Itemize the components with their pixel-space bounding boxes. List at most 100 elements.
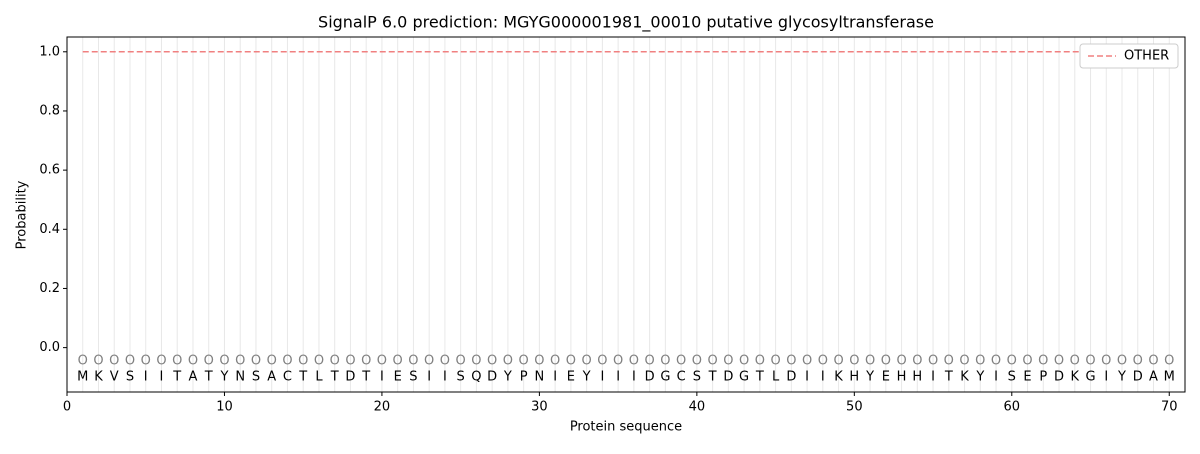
residue-label: I bbox=[632, 370, 636, 385]
residue-label: G bbox=[739, 370, 749, 385]
prediction-label: O bbox=[361, 353, 371, 368]
residue-label: M bbox=[1164, 370, 1175, 385]
prediction-label: O bbox=[755, 353, 765, 368]
chart-title: SignalP 6.0 prediction: MGYG000001981_00… bbox=[318, 13, 934, 33]
prediction-label: O bbox=[881, 353, 891, 368]
residue-label: I bbox=[600, 370, 604, 385]
residue-label: I bbox=[1104, 370, 1108, 385]
x-tick-label: 40 bbox=[689, 400, 706, 415]
prediction-label: O bbox=[267, 353, 277, 368]
prediction-label: O bbox=[298, 353, 308, 368]
residue-label: E bbox=[1023, 370, 1031, 385]
y-tick-label: 0.0 bbox=[39, 340, 60, 355]
x-tick-label: 60 bbox=[1004, 400, 1021, 415]
residue-label: E bbox=[394, 370, 402, 385]
y-tick-label: 0.4 bbox=[39, 222, 60, 237]
prediction-label: O bbox=[566, 353, 576, 368]
prediction-label: O bbox=[109, 353, 119, 368]
prediction-label: O bbox=[456, 353, 466, 368]
residue-label: K bbox=[1071, 370, 1080, 385]
residue-label: T bbox=[330, 370, 339, 385]
y-tick-label: 1.0 bbox=[39, 44, 60, 59]
residue-label: T bbox=[361, 370, 370, 385]
y-tick-label: 0.6 bbox=[39, 163, 60, 178]
residue-label: D bbox=[645, 370, 655, 385]
y-axis-label: Probability bbox=[15, 180, 30, 249]
residue-label: T bbox=[755, 370, 764, 385]
residue-label: I bbox=[144, 370, 148, 385]
prediction-label: O bbox=[818, 353, 828, 368]
prediction-label: O bbox=[1070, 353, 1080, 368]
residue-label: P bbox=[1039, 370, 1047, 385]
prediction-label: O bbox=[660, 353, 670, 368]
prediction-label: O bbox=[377, 353, 387, 368]
residue-label: H bbox=[912, 370, 922, 385]
prediction-label: O bbox=[424, 353, 434, 368]
residue-label: I bbox=[380, 370, 384, 385]
residue-label: H bbox=[897, 370, 907, 385]
residue-label: C bbox=[677, 370, 686, 385]
prediction-label: O bbox=[188, 353, 198, 368]
prediction-label: O bbox=[849, 353, 859, 368]
prediction-label: O bbox=[330, 353, 340, 368]
residue-label: S bbox=[457, 370, 465, 385]
residue-label: T bbox=[172, 370, 181, 385]
prediction-label: O bbox=[723, 353, 733, 368]
residue-label: K bbox=[834, 370, 843, 385]
prediction-label: O bbox=[235, 353, 245, 368]
prediction-label: O bbox=[550, 353, 560, 368]
prediction-label: O bbox=[204, 353, 214, 368]
prediction-label: O bbox=[1038, 353, 1048, 368]
prediction-label: O bbox=[282, 353, 292, 368]
residue-label: M bbox=[77, 370, 88, 385]
residue-label: D bbox=[487, 370, 497, 385]
prediction-label: O bbox=[802, 353, 812, 368]
residue-label: Q bbox=[471, 370, 481, 385]
residue-label: D bbox=[786, 370, 796, 385]
prediction-label: O bbox=[959, 353, 969, 368]
residue-label: T bbox=[298, 370, 307, 385]
residue-label: T bbox=[944, 370, 953, 385]
residue-label: I bbox=[821, 370, 825, 385]
y-tick-label: 0.2 bbox=[39, 281, 60, 296]
residue-label: G bbox=[1085, 370, 1095, 385]
residue-label: I bbox=[805, 370, 809, 385]
prediction-label: O bbox=[503, 353, 513, 368]
prediction-label: O bbox=[912, 353, 922, 368]
residue-label: I bbox=[994, 370, 998, 385]
residue-label: A bbox=[1149, 370, 1158, 385]
prediction-label: O bbox=[1007, 353, 1017, 368]
prediction-label: O bbox=[1148, 353, 1158, 368]
residue-label: S bbox=[252, 370, 260, 385]
prediction-label: O bbox=[1085, 353, 1095, 368]
prediction-label: O bbox=[125, 353, 135, 368]
residue-label: K bbox=[94, 370, 103, 385]
residue-label: E bbox=[567, 370, 575, 385]
residue-label: Y bbox=[219, 370, 228, 385]
prediction-label: O bbox=[629, 353, 639, 368]
prediction-label: O bbox=[314, 353, 324, 368]
residue-label: E bbox=[882, 370, 890, 385]
residue-label: G bbox=[660, 370, 670, 385]
legend-box bbox=[1079, 43, 1179, 69]
residue-label: L bbox=[315, 370, 323, 385]
residue-label: Y bbox=[503, 370, 512, 385]
residue-label: I bbox=[427, 370, 431, 385]
prediction-label: O bbox=[141, 353, 151, 368]
residue-label: T bbox=[708, 370, 717, 385]
prediction-label: O bbox=[156, 353, 166, 368]
prediction-label: O bbox=[393, 353, 403, 368]
residue-label: Y bbox=[1117, 370, 1126, 385]
residue-label: I bbox=[443, 370, 447, 385]
prediction-label: O bbox=[1117, 353, 1127, 368]
residue-label: N bbox=[535, 370, 545, 385]
prediction-label: O bbox=[487, 353, 497, 368]
prediction-label: O bbox=[1164, 353, 1174, 368]
prediction-label: O bbox=[172, 353, 182, 368]
residue-label: T bbox=[204, 370, 213, 385]
residue-label: A bbox=[189, 370, 198, 385]
residue-label: P bbox=[520, 370, 528, 385]
prediction-label: O bbox=[78, 353, 88, 368]
residue-label: S bbox=[1008, 370, 1016, 385]
